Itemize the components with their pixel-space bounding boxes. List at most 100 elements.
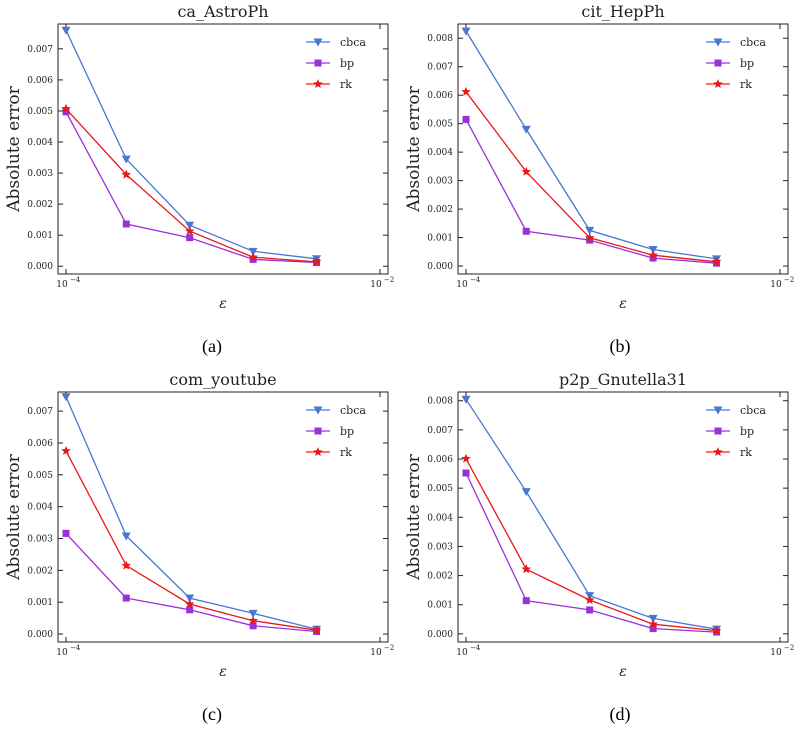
point-rk — [521, 166, 531, 176]
point-cbca — [521, 488, 531, 497]
x-tick-label: 10 — [770, 280, 782, 290]
legend-label-cbca: cbca — [340, 36, 366, 49]
legend: cbca bp rk — [306, 404, 366, 459]
y-tick-label: 0.003 — [27, 169, 53, 179]
legend-label-rk: rk — [340, 446, 352, 459]
point-rk — [461, 453, 471, 463]
point-cbca — [61, 393, 71, 402]
chart-title: cit_HepPh — [581, 2, 664, 21]
y-tick-label: 0.007 — [427, 63, 453, 73]
series-rk — [461, 86, 722, 266]
series-cbca — [461, 395, 722, 634]
series-line-cbca — [65, 396, 317, 630]
point-bp — [586, 606, 594, 614]
point-rk — [461, 86, 471, 96]
point-cbca — [185, 221, 195, 230]
x-axis-label: ε — [619, 296, 627, 312]
y-tick-label: 0.001 — [427, 234, 453, 244]
point-cbca — [121, 532, 131, 541]
point-bp — [586, 236, 594, 244]
y-tick-label: 0.004 — [27, 138, 53, 148]
chart-b: cit_HepPh 0.000 0.001 0.002 0.003 0.004 0.005 0… — [404, 2, 794, 312]
y-axis-label: Absolute error — [4, 453, 24, 580]
panel-d: p2p_Gnutella31 0.000 0.001 0.002 0.003 0.004 0… — [400, 368, 800, 736]
y-tick-label: 0.000 — [27, 262, 53, 272]
legend: cbca bp rk — [706, 36, 766, 91]
y-tick-label: 0.003 — [427, 542, 453, 552]
point-rk — [584, 595, 595, 605]
point-cbca — [248, 609, 258, 618]
y-tick-label: 0.005 — [427, 120, 453, 130]
point-rk — [248, 252, 258, 262]
y-tick-label: 0.001 — [27, 231, 53, 241]
x-axis-label: ε — [619, 664, 627, 680]
y-tick-label: 0.008 — [427, 397, 453, 407]
x-tick-exponent: −2 — [784, 276, 794, 284]
x-axis-label: ε — [219, 664, 227, 680]
y-tick-label: 0.002 — [27, 566, 53, 576]
panel-b: cit_HepPh 0.000 0.001 0.002 0.003 0.004 0.005 0… — [400, 0, 800, 368]
x-tick-exponent: −2 — [384, 644, 394, 652]
legend-marker-bp — [714, 427, 722, 435]
point-bp — [186, 606, 194, 614]
legend-marker-bp — [314, 59, 322, 67]
chart-a: ca_AstroPh 0.000 0.001 0.002 0.003 0.004 0.005… — [4, 2, 394, 312]
point-bp — [62, 529, 70, 537]
point-cbca — [61, 26, 71, 35]
y-tick-label: 0.007 — [427, 426, 453, 436]
point-rk — [311, 625, 322, 635]
legend-label-rk: rk — [340, 78, 352, 91]
point-bp — [62, 108, 70, 116]
y-tick-label: 0.007 — [27, 407, 53, 417]
x-tick-label: 10 — [56, 280, 68, 290]
y-tick-label: 0.005 — [27, 471, 53, 481]
caption-d: (d) — [609, 704, 631, 724]
point-bp — [522, 597, 530, 605]
point-bp — [186, 234, 194, 242]
y-axis-label: Absolute error — [404, 85, 424, 212]
point-rk — [248, 615, 258, 625]
y-axis-label: Absolute error — [404, 453, 424, 580]
caption-b: (b) — [609, 336, 631, 356]
y-tick-label: 0.004 — [427, 513, 453, 523]
y-tick-label: 0.004 — [27, 503, 53, 513]
legend-marker-bp — [714, 59, 722, 67]
point-rk — [121, 169, 131, 179]
series-line-rk — [465, 458, 717, 632]
x-axis-label: ε — [219, 296, 227, 312]
point-cbca — [521, 125, 531, 134]
point-cbca — [461, 27, 471, 36]
point-rk — [184, 226, 195, 236]
x-tick-label: 10 — [456, 280, 468, 290]
series-cbca — [61, 26, 322, 264]
y-tick-label: 0.002 — [427, 205, 453, 215]
point-bp — [462, 469, 470, 477]
plot-frame — [457, 391, 789, 643]
y-tick-label: 0.000 — [27, 630, 53, 640]
x-tick-label: 10 — [370, 648, 382, 658]
y-tick-label: 0.006 — [427, 455, 453, 465]
y-tick-label: 0.001 — [27, 598, 53, 608]
y-tick-label: 0.001 — [427, 601, 453, 611]
y-axis-label: Absolute error — [4, 85, 24, 212]
point-cbca — [185, 594, 195, 603]
x-tick-exponent: −4 — [470, 644, 481, 652]
x-tick-label: 10 — [370, 280, 382, 290]
point-bp — [649, 254, 657, 262]
point-cbca — [585, 226, 595, 235]
plot-frame — [57, 391, 389, 643]
x-tick-exponent: −2 — [784, 644, 794, 652]
point-cbca — [461, 395, 471, 404]
legend: cbca bp rk — [706, 404, 766, 459]
chart-title: ca_AstroPh — [177, 2, 268, 21]
y-tick-label: 0.006 — [27, 439, 53, 449]
y-tick-label: 0.004 — [427, 148, 453, 158]
point-rk — [61, 445, 71, 455]
series-line-cbca — [465, 30, 717, 260]
legend-marker-cbca — [313, 38, 323, 47]
series-line-bp — [65, 532, 317, 633]
y-tick-label: 0.006 — [427, 91, 453, 101]
legend-label-bp: bp — [340, 425, 354, 438]
legend: cbca bp rk — [306, 36, 366, 91]
x-tick-exponent: −4 — [70, 644, 81, 652]
